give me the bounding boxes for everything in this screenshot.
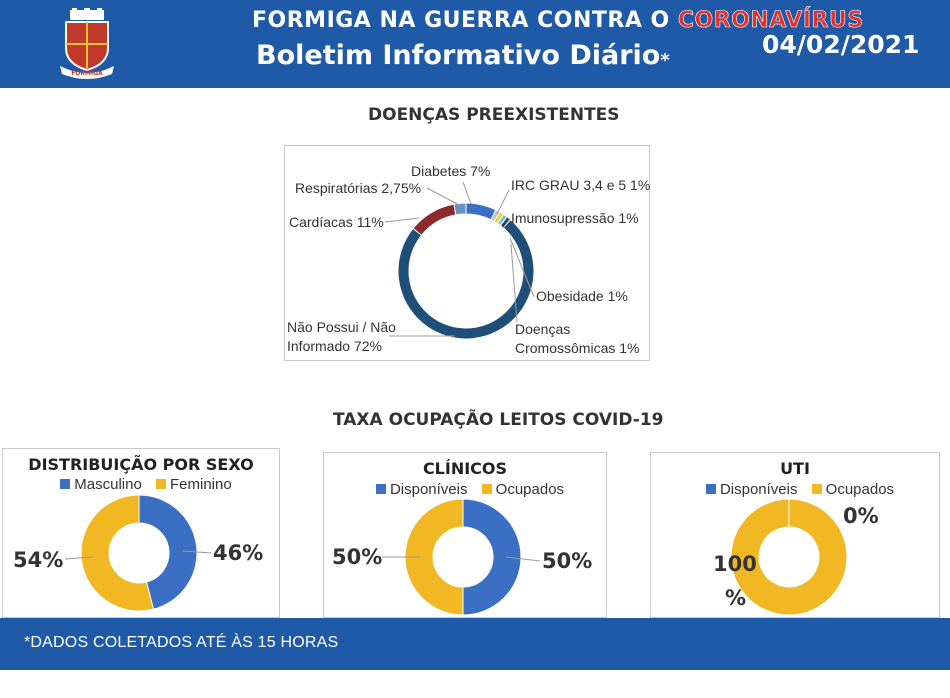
header-bar: FORMIGA FORMIGA NA GUERRA CONTRA O CORON… [0, 0, 950, 88]
campaign-title: FORMIGA NA GUERRA CONTRA O CORONAVÍRUS [252, 8, 864, 34]
legend-swatch-ocupados [811, 484, 822, 494]
leader-line [509, 237, 535, 298]
legend-swatch-masculino [60, 479, 71, 489]
slice-label-respiratorias: Respiratórias 2,75% [295, 180, 421, 196]
preexisting-donut-chart: Diabetes 7% IRC GRAU 3,4 e 5 1% Imunosupre… [287, 163, 650, 356]
bulletin-title-text: Boletim Informativo Diário [256, 40, 661, 71]
donut-slice [465, 202, 497, 221]
crest-banner-text: FORMIGA [71, 70, 103, 77]
icu-donut-chart: 0% 100% [713, 498, 879, 616]
legend-label-disponiveis: Disponíveis [389, 481, 468, 498]
leader-line [505, 556, 541, 562]
donut-slice [404, 498, 464, 616]
legend-label-feminino: Feminino [170, 476, 232, 493]
leader-line [426, 187, 462, 207]
slice-label-disponiveis: 50% [542, 549, 592, 573]
donut-slice [412, 203, 457, 236]
slice-label-cromossomicas-l2: Cromossômicas 1% [515, 340, 639, 356]
preexisting-section-title: DOENÇAS PREEXISTENTES [368, 105, 620, 125]
legend-swatch-ocupados [481, 484, 492, 494]
city-crest-icon: FORMIGA [60, 8, 114, 79]
beds-section-title: TAXA OCUPAÇÃO LEITOS COVID-19 [333, 410, 664, 430]
legend-label-ocupados: Ocupados [495, 481, 565, 498]
legend-label-ocupados: Ocupados [825, 481, 895, 498]
leader-line [462, 181, 472, 205]
sex-donut-chart: 46% 54% [13, 494, 263, 612]
preexisting-chart-panel: Diabetes 7% IRC GRAU 3,4 e 5 1% Imunosupre… [284, 145, 650, 361]
legend-label-disponiveis: Disponíveis [719, 481, 798, 498]
slice-label-diabetes: Diabetes 7% [411, 163, 490, 179]
slice-label-imunosupressao: Imunosupressão 1% [511, 210, 639, 226]
slice-label-masculino: 46% [213, 541, 263, 565]
slice-label-ocupados: 50% [332, 545, 382, 569]
donut-slice [730, 498, 848, 616]
slice-label-ocupados-l1: 100 [713, 552, 757, 576]
leader-line [384, 217, 420, 223]
donut-slice [453, 202, 467, 216]
sex-chart-panel: DISTRIBUIÇÃO POR SEXO Masculino Feminino… [2, 448, 280, 618]
legend-label-masculino: Masculino [74, 476, 142, 493]
legend-swatch-feminino [156, 479, 166, 489]
clinical-chart-title: CLÍNICOS [422, 459, 508, 478]
leader-line [496, 189, 510, 215]
slice-label-feminino: 54% [13, 548, 63, 572]
clinical-chart-panel: CLÍNICOS Disponíveis Ocupados 50% 50% [323, 452, 607, 618]
donut-slice [462, 498, 522, 616]
bulletin-date: 04/02/2021 [762, 30, 920, 59]
legend-swatch-disponiveis [705, 484, 716, 494]
leader-line [510, 243, 518, 323]
legend-swatch-disponiveis [375, 484, 386, 494]
clinical-donut-chart: 50% 50% [332, 498, 592, 616]
campaign-title-main: FORMIGA NA GUERRA CONTRA O [252, 8, 670, 33]
slice-label-nao-possui-l1: Não Possui / Não [287, 319, 396, 335]
clinical-chart-legend: Disponíveis Ocupados [324, 481, 606, 498]
slice-label-obesidade: Obesidade 1% [536, 288, 628, 304]
footer-bar: *DADOS COLETADOS ATÉ ÀS 15 HORAS [0, 618, 950, 670]
donut-slice [80, 494, 155, 612]
icu-chart-title: UTI [780, 459, 810, 478]
leader-line [64, 556, 94, 560]
slice-label-nao-possui-l2: Informado 72% [287, 338, 382, 354]
footer-note: *DADOS COLETADOS ATÉ ÀS 15 HORAS [24, 634, 339, 651]
leader-line [502, 219, 510, 229]
slice-label-cromossomicas-l1: Doenças [515, 321, 570, 337]
leader-line [182, 550, 212, 554]
bulletin-title: Boletim Informativo Diário* [256, 40, 670, 71]
sex-chart-title: DISTRIBUIÇÃO POR SEXO [28, 455, 254, 474]
slice-label-cardiacas: Cardíacas 11% [289, 214, 384, 230]
slice-label-disponiveis: 0% [843, 504, 879, 528]
sex-chart-legend: Masculino Feminino [3, 476, 279, 493]
slice-label-ocupados-l2: % [725, 586, 746, 610]
icu-chart-legend: Disponíveis Ocupados [651, 481, 939, 498]
icu-chart-panel: UTI Disponíveis Ocupados 0% 100% [650, 452, 940, 618]
donut-slice [138, 494, 198, 610]
campaign-title-highlight: CORONAVÍRUS [677, 8, 864, 34]
slice-label-irc: IRC GRAU 3,4 e 5 1% [511, 177, 650, 193]
bulletin-asterisk: * [660, 50, 670, 71]
